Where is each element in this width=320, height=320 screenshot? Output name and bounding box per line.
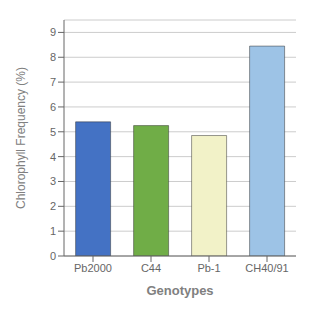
- svg-text:5: 5: [50, 126, 56, 138]
- svg-text:C44: C44: [141, 262, 161, 274]
- svg-text:Pb-1: Pb-1: [197, 262, 220, 274]
- svg-text:CH40/91: CH40/91: [245, 262, 288, 274]
- svg-text:4: 4: [50, 151, 56, 163]
- svg-text:3: 3: [50, 175, 56, 187]
- svg-text:Pb2000: Pb2000: [74, 262, 112, 274]
- svg-text:Genotypes: Genotypes: [146, 283, 213, 298]
- svg-text:1: 1: [50, 225, 56, 237]
- svg-text:8: 8: [50, 51, 56, 63]
- svg-text:6: 6: [50, 101, 56, 113]
- svg-text:7: 7: [50, 76, 56, 88]
- svg-text:Chlorophyll Frequency (%): Chlorophyll Frequency (%): [14, 67, 28, 209]
- svg-text:0: 0: [50, 250, 56, 262]
- svg-text:9: 9: [50, 26, 56, 38]
- svg-text:2: 2: [50, 200, 56, 212]
